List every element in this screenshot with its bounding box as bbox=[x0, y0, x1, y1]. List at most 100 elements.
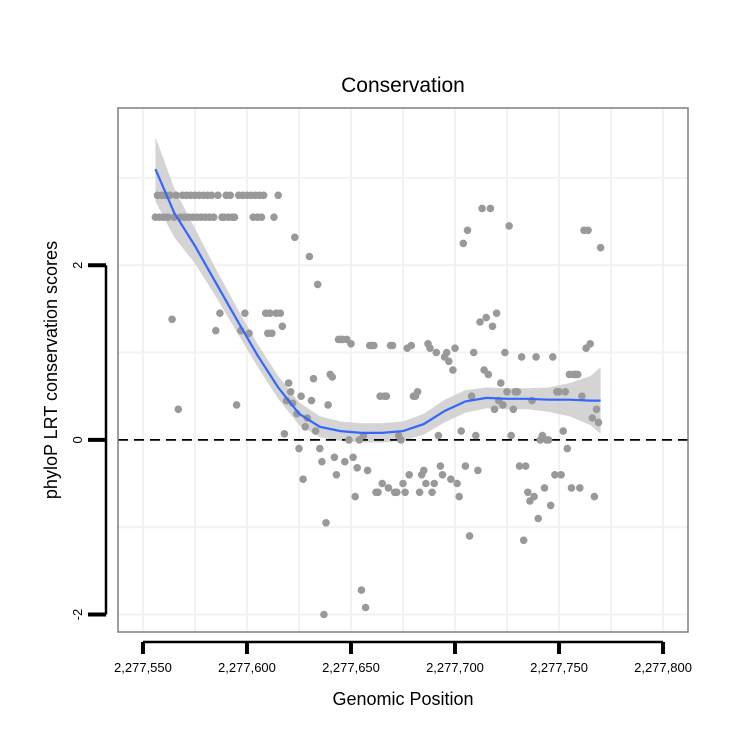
data-point bbox=[438, 471, 447, 479]
data-point bbox=[422, 479, 430, 488]
data-point bbox=[164, 213, 172, 221]
data-point bbox=[226, 191, 235, 200]
data-point bbox=[449, 366, 457, 374]
data-point bbox=[266, 309, 274, 318]
data-point bbox=[370, 341, 378, 350]
data-point bbox=[513, 388, 522, 396]
data-point bbox=[584, 226, 592, 235]
x-axis-label: Genomic Position bbox=[332, 689, 473, 709]
data-point bbox=[482, 313, 491, 322]
data-point bbox=[544, 436, 553, 444]
data-point bbox=[478, 204, 486, 213]
data-point bbox=[349, 453, 357, 462]
data-point bbox=[415, 488, 424, 497]
data-point bbox=[517, 353, 526, 361]
data-point bbox=[313, 280, 322, 289]
data-point bbox=[347, 340, 355, 348]
x-tick-label: 2,277,600 bbox=[218, 660, 276, 675]
data-point bbox=[393, 488, 401, 497]
data-point bbox=[311, 427, 320, 435]
data-point bbox=[318, 457, 326, 466]
data-point bbox=[320, 610, 328, 619]
data-point bbox=[276, 309, 285, 318]
data-point bbox=[341, 457, 349, 466]
data-point bbox=[519, 536, 528, 545]
data-point bbox=[363, 466, 372, 475]
data-point bbox=[524, 488, 532, 497]
data-point bbox=[232, 401, 241, 409]
data-point bbox=[505, 222, 513, 230]
data-point bbox=[209, 213, 218, 221]
y-tick-label: 2 bbox=[70, 262, 85, 269]
x-tick-label: 2,277,750 bbox=[530, 660, 588, 675]
data-point bbox=[388, 341, 397, 350]
chart-title: Conservation bbox=[341, 74, 465, 97]
data-point bbox=[497, 379, 505, 387]
panel-border bbox=[117, 107, 689, 633]
data-point bbox=[455, 492, 464, 501]
smooth-line bbox=[154, 168, 601, 434]
x-tick-label: 2,277,650 bbox=[322, 660, 380, 675]
data-point bbox=[442, 348, 451, 357]
data-point bbox=[567, 484, 576, 492]
data-point bbox=[488, 322, 497, 331]
data-point bbox=[555, 388, 563, 396]
data-point bbox=[270, 213, 278, 221]
data-point bbox=[174, 405, 183, 414]
data-point bbox=[268, 329, 276, 338]
data-point bbox=[299, 475, 307, 484]
data-point bbox=[451, 344, 459, 353]
data-point bbox=[168, 315, 176, 324]
data-point bbox=[549, 353, 557, 361]
data-point bbox=[561, 388, 570, 396]
data-point bbox=[309, 374, 318, 383]
data-point bbox=[592, 405, 601, 414]
data-point bbox=[463, 226, 472, 235]
data-point bbox=[546, 501, 555, 510]
data-point bbox=[534, 514, 542, 523]
data-point bbox=[172, 191, 180, 200]
data-point bbox=[401, 488, 409, 497]
data-point bbox=[295, 444, 303, 453]
data-point bbox=[465, 532, 474, 540]
data-point bbox=[384, 484, 393, 492]
data-point bbox=[216, 309, 224, 318]
data-point bbox=[461, 462, 470, 470]
data-point bbox=[345, 436, 353, 444]
data-point bbox=[259, 191, 268, 200]
x-tick-label: 2,277,800 bbox=[634, 660, 692, 675]
data-point bbox=[301, 423, 310, 431]
data-point bbox=[405, 471, 414, 479]
data-point bbox=[469, 348, 478, 357]
data-point bbox=[503, 388, 511, 396]
data-point bbox=[563, 444, 572, 453]
data-point bbox=[557, 471, 565, 479]
data-point bbox=[457, 427, 466, 435]
data-point bbox=[453, 479, 461, 488]
data-point bbox=[397, 436, 405, 444]
data-point bbox=[551, 471, 559, 479]
data-point bbox=[324, 401, 332, 409]
data-point bbox=[214, 191, 222, 200]
data-point bbox=[432, 348, 441, 357]
data-point bbox=[436, 462, 445, 470]
data-point bbox=[576, 484, 584, 492]
x-tick-label: 2,277,700 bbox=[426, 660, 484, 675]
data-point bbox=[374, 488, 382, 497]
data-point bbox=[378, 479, 387, 488]
data-point bbox=[490, 405, 499, 414]
y-tick-label: 0 bbox=[70, 436, 85, 443]
data-point bbox=[280, 430, 289, 438]
data-point bbox=[586, 340, 594, 348]
data-point bbox=[382, 392, 391, 401]
data-point bbox=[322, 519, 330, 527]
data-point bbox=[353, 464, 362, 472]
data-point bbox=[305, 252, 314, 261]
data-point bbox=[507, 431, 515, 440]
data-point bbox=[459, 239, 468, 248]
data-point bbox=[447, 475, 455, 484]
data-point bbox=[230, 213, 239, 221]
y-tick-label: -2 bbox=[70, 609, 85, 621]
data-point bbox=[399, 479, 407, 488]
